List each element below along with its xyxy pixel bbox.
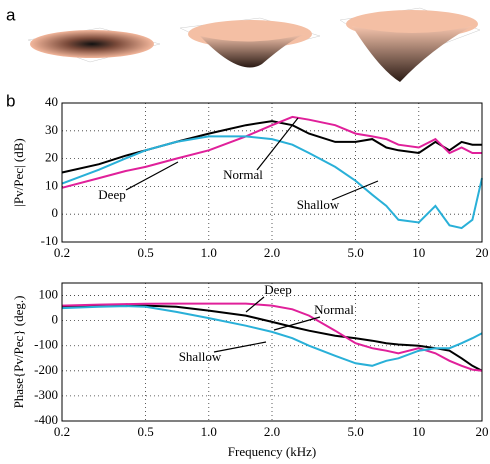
annotation-arrow [213,341,267,353]
y-tick-label: 10 [45,177,58,192]
surface-shallow [27,27,161,63]
surface-normal [179,17,321,68]
annotation-arrow [125,161,179,191]
x-tick-label: 0.2 [54,245,70,260]
x-tick-label: 0.5 [137,424,153,439]
y-tick-label: 30 [45,122,58,137]
annotation-arrow [273,316,321,331]
y-tick-label: -100 [34,337,58,352]
y-tick-label: 20 [45,150,58,165]
x-tick-label: 20 [476,245,489,260]
surface-deep [339,7,481,82]
series-line [61,135,483,230]
annotation-arrow [256,117,299,171]
x-tick-label: 10 [412,424,425,439]
annotation: Shallow [179,349,222,364]
x-tick-label: 2.0 [264,245,280,260]
series-line [61,115,482,189]
annotation: Normal [314,302,354,317]
x-tick-label: 1.0 [201,424,217,439]
x-tick-label: 10 [412,245,425,260]
y-tick-label: -10 [41,233,58,248]
annotation-arrow [245,296,265,313]
panel-label: b [6,91,15,110]
x-tick-label: 1.0 [201,245,217,260]
annotation: Deep [98,187,125,202]
annotation-arrow [331,180,379,201]
annotation: Deep [264,282,291,297]
y-tick-label: -400 [34,412,58,427]
x-tick-label: 20 [476,424,489,439]
y-axis-label: |Pv/Pec| (dB) [11,138,26,206]
plot-frame [61,282,483,422]
panel-label: a [6,5,16,24]
x-tick-label: 2.0 [264,424,280,439]
x-tick-label: 0.2 [54,424,70,439]
x-axis-label: Frequency (kHz) [228,444,316,459]
y-tick-label: 100 [39,287,59,302]
y-tick-label: -200 [34,362,58,377]
y-axis-label: Phase{Pv/Pec} (deg.) [11,296,26,409]
y-tick-label: -300 [34,387,58,402]
y-tick-label: 0 [52,312,59,327]
x-tick-label: 5.0 [347,245,363,260]
annotation: Normal [223,167,263,182]
y-tick-label: 0 [52,205,59,220]
x-tick-label: 5.0 [347,424,363,439]
series-line [61,305,483,367]
series-line [61,302,483,372]
plot-frame [61,102,483,243]
annotation: Shallow [297,197,340,212]
y-tick-label: 40 [45,94,58,109]
x-tick-label: 0.5 [137,245,153,260]
series-line [61,304,483,372]
